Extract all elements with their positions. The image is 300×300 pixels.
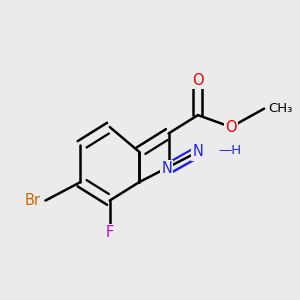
Text: O: O (225, 119, 237, 134)
Text: —H: —H (218, 143, 241, 157)
Text: Br: Br (25, 193, 41, 208)
Text: N: N (193, 144, 203, 159)
Text: N: N (161, 161, 172, 176)
Text: F: F (106, 225, 114, 240)
Text: O: O (192, 73, 204, 88)
Text: CH₃: CH₃ (269, 102, 293, 115)
